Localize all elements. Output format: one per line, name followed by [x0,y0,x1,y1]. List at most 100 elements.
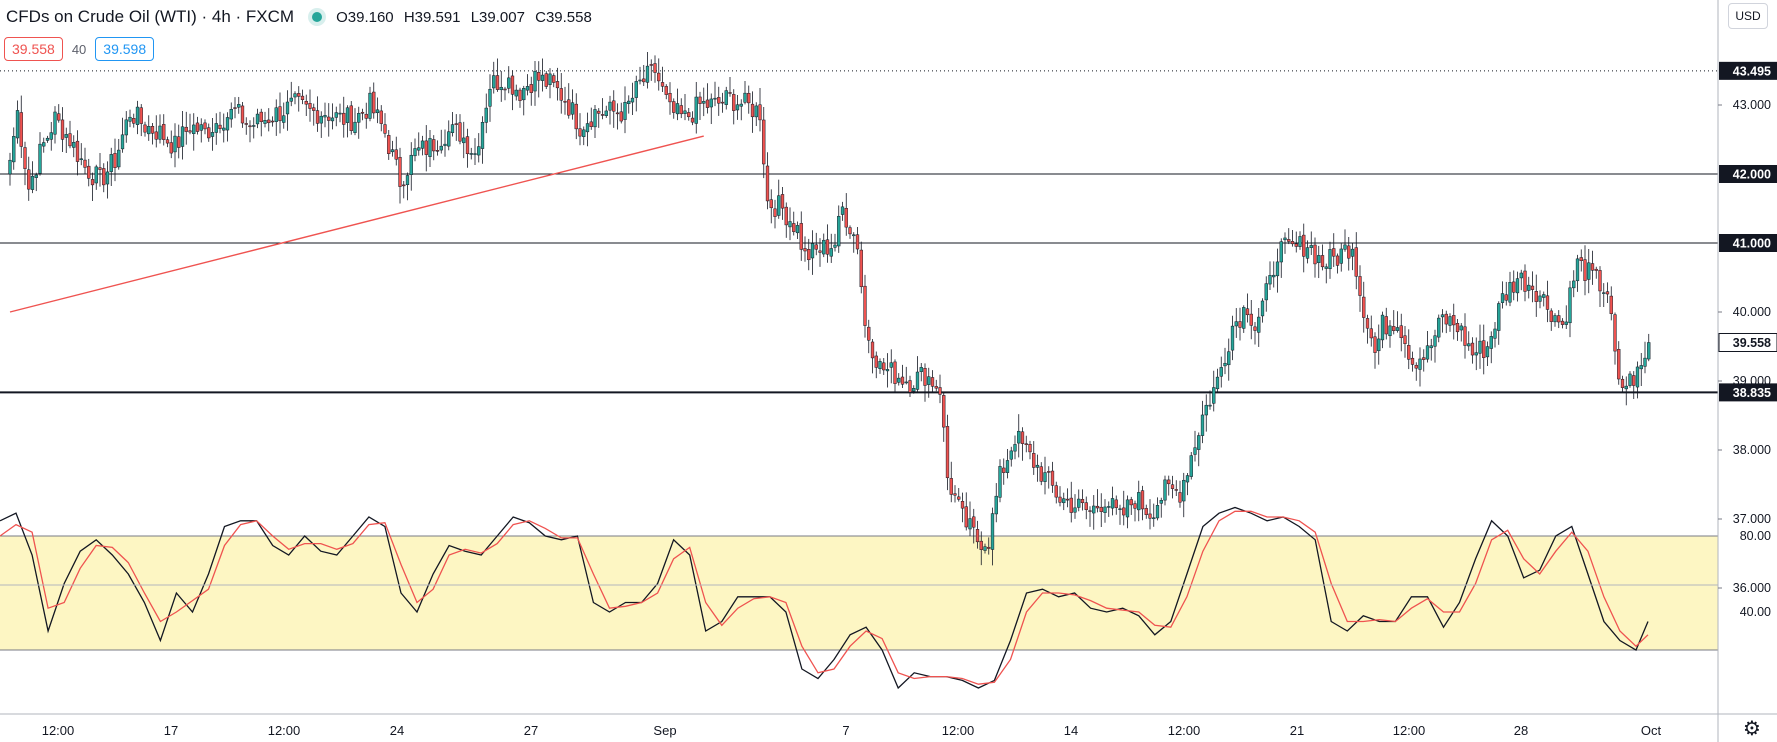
candle[interactable] [1050,461,1055,493]
candle[interactable] [323,102,327,128]
candle[interactable] [53,106,57,144]
candle[interactable] [1545,280,1550,323]
candle[interactable] [372,82,376,119]
candle[interactable] [1062,492,1066,511]
candle[interactable] [1542,291,1546,307]
candle[interactable] [972,508,976,544]
candle[interactable] [1092,495,1096,530]
candle[interactable] [552,73,556,88]
candle[interactable] [803,236,807,262]
candle[interactable] [180,110,185,160]
candle[interactable] [548,68,552,99]
candle[interactable] [368,86,372,122]
candle[interactable] [1560,318,1565,329]
candle[interactable] [844,193,848,236]
candle[interactable] [1155,497,1160,521]
candle[interactable] [1249,300,1253,340]
candle[interactable] [1448,313,1452,332]
candle[interactable] [717,86,721,116]
candle[interactable] [1317,245,1321,279]
candle[interactable] [780,186,785,220]
candle[interactable] [465,128,470,168]
candle[interactable] [953,485,957,503]
candle[interactable] [1635,361,1640,399]
candle[interactable] [1099,493,1103,528]
candle[interactable] [300,89,305,105]
candle[interactable] [334,106,338,127]
candle[interactable] [1328,241,1332,279]
candle[interactable] [664,84,668,100]
candle[interactable] [1632,371,1636,400]
candle[interactable] [27,156,31,201]
candle[interactable] [225,112,230,142]
candle[interactable] [1084,496,1088,520]
candle[interactable] [188,113,192,135]
candle[interactable] [559,73,563,114]
candle[interactable] [1493,321,1497,348]
candle[interactable] [1335,253,1340,274]
candle[interactable] [1324,263,1328,284]
candle[interactable] [837,205,841,253]
candle[interactable] [1332,233,1336,267]
candle[interactable] [233,97,237,119]
candle[interactable] [1122,490,1126,526]
candle[interactable] [683,94,687,121]
candle[interactable] [949,461,953,503]
candle[interactable] [12,127,16,170]
candle[interactable] [1294,231,1298,253]
candle[interactable] [1459,323,1463,342]
candle[interactable] [514,84,518,101]
candle[interactable] [1002,458,1006,485]
candle[interactable] [49,121,53,151]
candle[interactable] [1557,310,1561,329]
candle[interactable] [957,488,961,502]
candle[interactable] [619,102,623,124]
candle[interactable] [912,385,916,394]
candle[interactable] [1260,298,1265,323]
candle[interactable] [83,147,87,174]
stochastic-d-line[interactable] [0,510,1649,685]
candle[interactable] [867,319,871,354]
candle[interactable] [1643,341,1647,374]
candle[interactable] [668,82,672,115]
candle[interactable] [990,507,995,566]
candle[interactable] [1519,269,1523,291]
candle[interactable] [312,103,316,126]
candle[interactable] [968,501,972,537]
candle[interactable] [1103,499,1107,523]
candle[interactable] [124,111,128,143]
candle[interactable] [229,102,233,128]
candle[interactable] [1069,481,1073,523]
candle[interactable] [507,66,511,94]
candle[interactable] [1568,280,1572,338]
candle[interactable] [1208,390,1212,410]
candle[interactable] [1497,301,1501,345]
candle[interactable] [1028,440,1032,460]
candle[interactable] [1133,500,1137,522]
candle[interactable] [1305,240,1310,264]
candle[interactable] [1024,435,1028,453]
candle[interactable] [132,113,136,128]
candle[interactable] [387,130,391,160]
candle[interactable] [1564,305,1568,329]
candle[interactable] [278,92,282,134]
candle[interactable] [799,211,803,261]
candle[interactable] [360,108,365,121]
candle[interactable] [477,133,481,163]
candle[interactable] [1485,341,1490,367]
candle[interactable] [1290,229,1295,247]
candle[interactable] [893,359,897,394]
candle[interactable] [1167,475,1171,496]
candle[interactable] [987,537,991,555]
candle[interactable] [825,224,830,263]
candle[interactable] [630,82,635,115]
candle[interactable] [964,492,968,531]
candle[interactable] [582,126,586,146]
candle[interactable] [1538,290,1542,309]
candle[interactable] [297,86,301,112]
candle[interactable] [1204,394,1208,432]
candle[interactable] [1212,370,1216,412]
candle[interactable] [1339,243,1343,272]
candle[interactable] [585,112,590,147]
candle[interactable] [728,77,732,97]
